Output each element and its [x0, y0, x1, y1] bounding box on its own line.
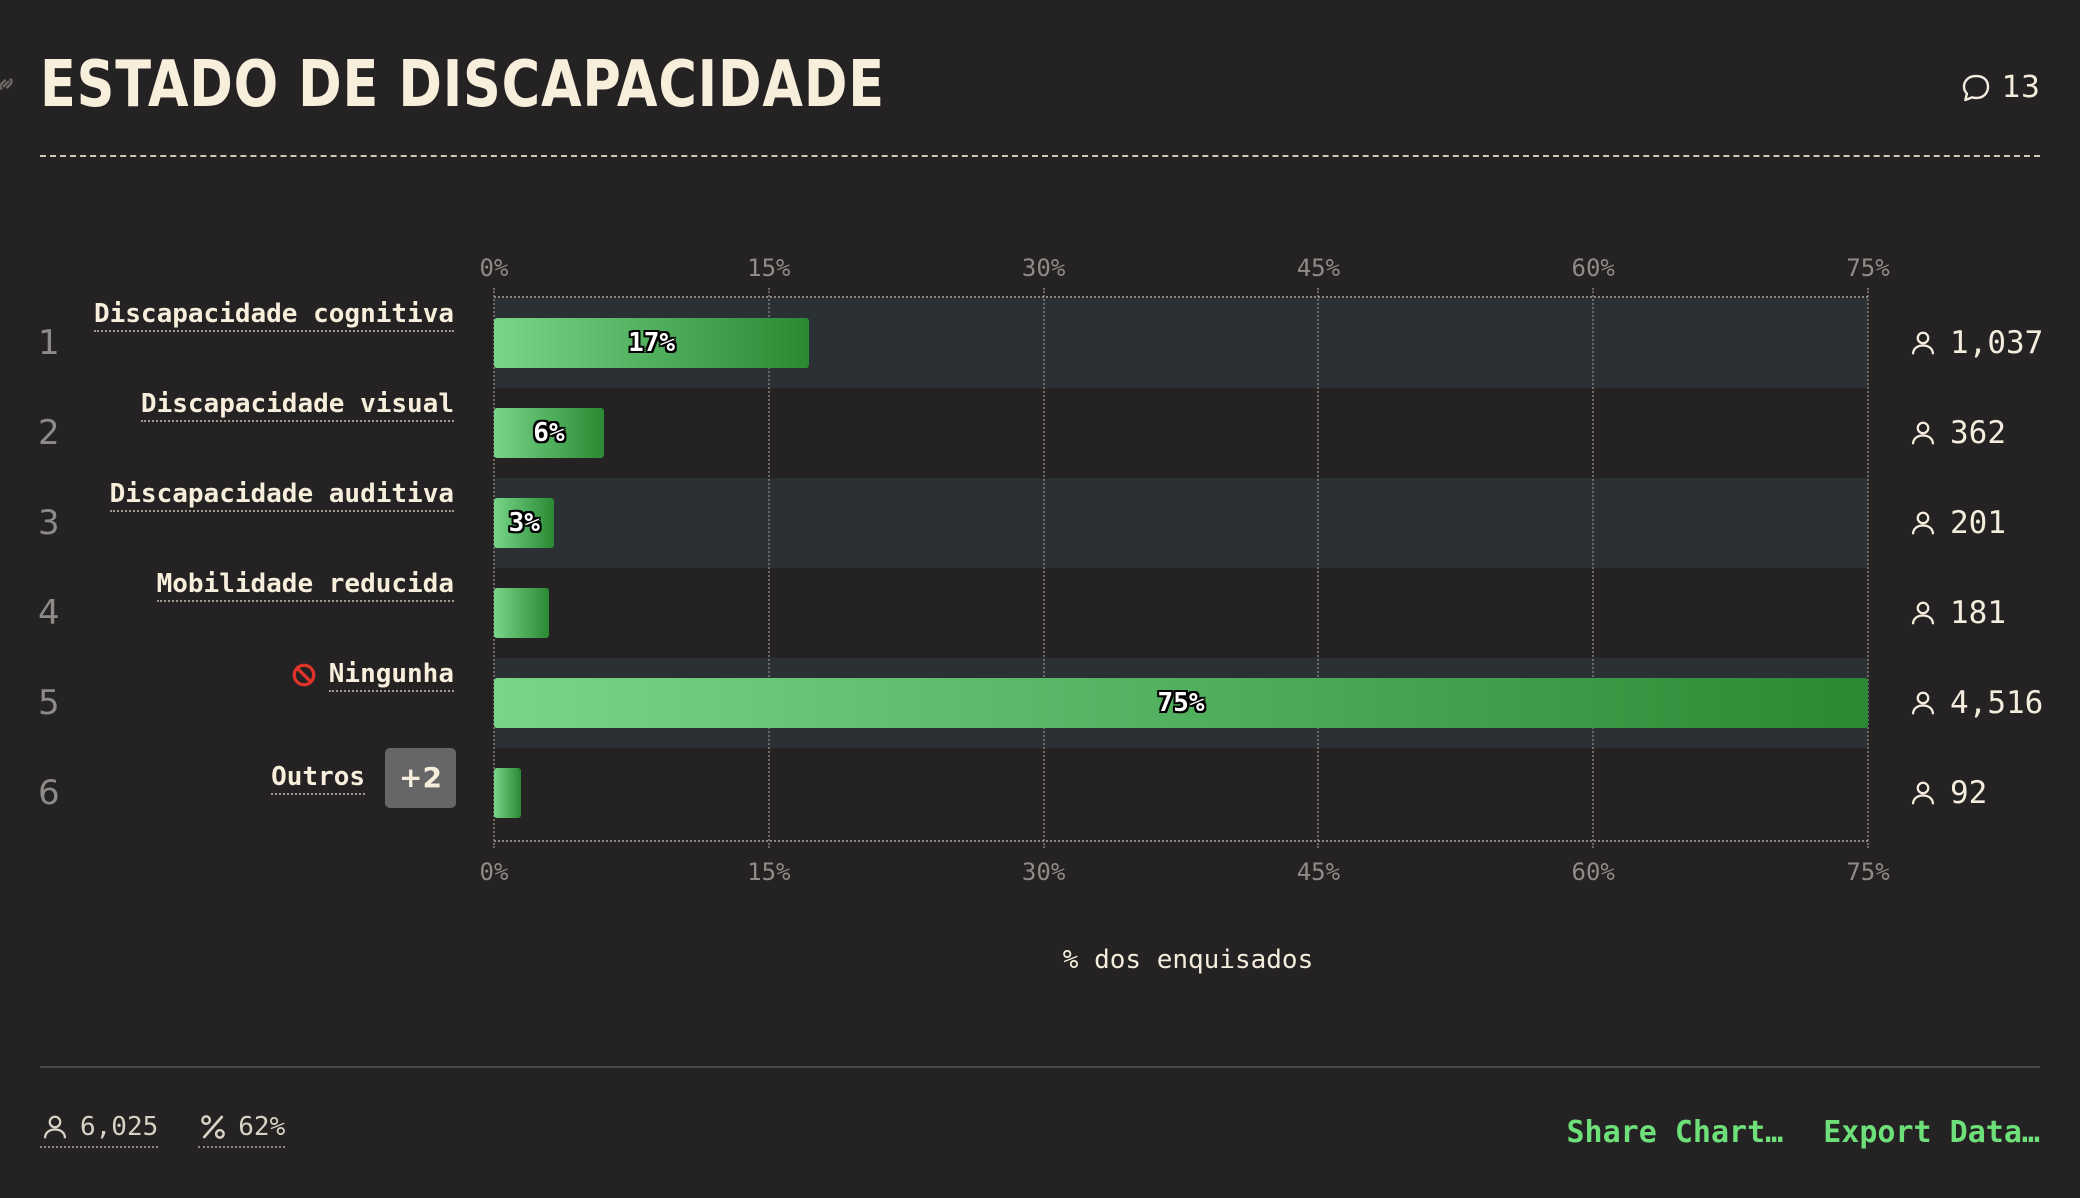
bar[interactable] — [494, 408, 604, 458]
bar[interactable] — [494, 318, 810, 368]
row-band — [494, 478, 1868, 568]
bar[interactable] — [494, 498, 555, 548]
x-tick-label-top: 30% — [1021, 254, 1066, 282]
category-label[interactable]: Ningunha — [291, 658, 454, 692]
respondents-count: 6,025 — [80, 1112, 159, 1142]
gridline — [1042, 288, 1045, 848]
more-categories-badge[interactable]: +2 — [385, 748, 456, 808]
category-label[interactable]: Mobilidade reducida — [156, 568, 454, 602]
footer-actions: Share Chart… Export Data… — [1567, 1115, 2041, 1150]
category-label[interactable]: Discapacidade cognitiva — [93, 298, 454, 332]
row-rank: 4 — [38, 593, 60, 633]
x-tick-label-bottom: 15% — [747, 858, 791, 886]
x-tick-label-top: 60% — [1571, 254, 1615, 282]
comments-count: 13 — [2001, 70, 2040, 105]
x-tick-label-bottom: 75% — [1846, 858, 1890, 886]
person-icon — [1911, 781, 1935, 805]
respondent-count-value: 362 — [1950, 415, 2006, 451]
category-label-text: Outros — [271, 761, 366, 795]
x-axis-label: % dos enquisados — [1062, 945, 1314, 975]
category-label[interactable]: Discapacidade auditiva — [109, 478, 454, 512]
bar[interactable] — [494, 588, 549, 638]
person-icon — [1911, 331, 1935, 355]
percent-icon — [201, 1115, 226, 1139]
respondent-count: 201 — [1908, 478, 2006, 568]
bar-value-label: 17% — [628, 328, 676, 358]
bar[interactable] — [494, 768, 522, 818]
respondent-count: 181 — [1908, 568, 2006, 658]
category-label[interactable]: Outros +2 — [271, 748, 456, 808]
category-label-text: Ningunha — [328, 658, 454, 692]
person-icon — [43, 1115, 67, 1139]
gridline — [1317, 288, 1320, 848]
page-title: ESTADO DE DISCAPACIDADE — [40, 48, 885, 122]
response-rate-stat[interactable]: 62% — [198, 1112, 286, 1148]
row-rank: 1 — [38, 323, 60, 363]
person-icon — [1911, 691, 1935, 715]
bar-value-label: 6% — [533, 418, 565, 448]
gridline — [767, 288, 770, 848]
respondent-count: 92 — [1908, 748, 1987, 838]
row-band — [494, 388, 1868, 478]
respondent-count-value: 1,037 — [1950, 325, 2044, 361]
row-band — [494, 748, 1868, 838]
person-icon — [1911, 421, 1935, 445]
person-icon — [1911, 511, 1935, 535]
respondents-stat[interactable]: 6,025 — [40, 1112, 159, 1148]
row-band — [494, 568, 1868, 658]
gridline — [493, 288, 495, 848]
prohibited-icon — [292, 663, 316, 687]
title-divider — [40, 155, 2040, 157]
bar[interactable] — [494, 678, 1868, 728]
x-tick-label-top: 0% — [479, 254, 509, 282]
person-icon — [1911, 601, 1935, 625]
respondent-count-value: 201 — [1950, 505, 2006, 541]
link-icon[interactable] — [0, 70, 20, 98]
category-label-text: Discapacidade auditiva — [109, 478, 454, 512]
row-rank: 5 — [38, 683, 60, 723]
gridline — [1592, 288, 1595, 848]
x-tick-label-top: 45% — [1296, 254, 1341, 282]
bar-value-label: 3% — [508, 508, 540, 538]
x-axis-bottom-line — [494, 840, 1868, 842]
x-tick-label-bottom: 60% — [1571, 858, 1615, 886]
category-label[interactable]: Discapacidade visual — [140, 388, 454, 422]
x-tick-label-bottom: 0% — [479, 858, 509, 886]
x-tick-label-top: 75% — [1846, 254, 1890, 282]
x-axis-top-line — [494, 296, 1868, 298]
category-label-text: Mobilidade reducida — [156, 568, 454, 602]
category-label-text: Discapacidade visual — [140, 388, 454, 422]
category-label-text: Discapacidade cognitiva — [93, 298, 454, 332]
bar-value-label: 75% — [1157, 688, 1205, 718]
respondent-count: 1,037 — [1908, 298, 2043, 388]
footer-divider — [40, 1066, 2040, 1068]
response-rate: 62% — [238, 1112, 286, 1142]
row-rank: 3 — [38, 503, 60, 543]
x-tick-label-bottom: 30% — [1021, 858, 1066, 886]
respondent-count: 362 — [1908, 388, 2006, 478]
row-rank: 2 — [38, 413, 60, 453]
respondent-count-value: 92 — [1950, 775, 1988, 811]
footer-stats: 6,025 62% — [40, 1112, 286, 1148]
x-tick-label-top: 15% — [747, 254, 791, 282]
export-data-button[interactable]: Export Data… — [1823, 1115, 2040, 1150]
row-rank: 6 — [38, 773, 60, 813]
bar-chart: 0% 0% 15% 15% 30% 30% 45% 45% 60% 60% 75% 75% 1 Disca… — [0, 250, 2080, 990]
respondent-count-value: 4,516 — [1950, 685, 2044, 721]
share-chart-button[interactable]: Share Chart… — [1566, 1115, 1784, 1150]
speech-bubble-icon — [1962, 74, 1990, 101]
respondent-count-value: 181 — [1950, 595, 2006, 631]
respondent-count: 4,516 — [1908, 658, 2043, 748]
gridline — [1867, 288, 1869, 848]
comments-button[interactable]: 13 — [1960, 70, 2040, 105]
x-tick-label-bottom: 45% — [1296, 858, 1341, 886]
